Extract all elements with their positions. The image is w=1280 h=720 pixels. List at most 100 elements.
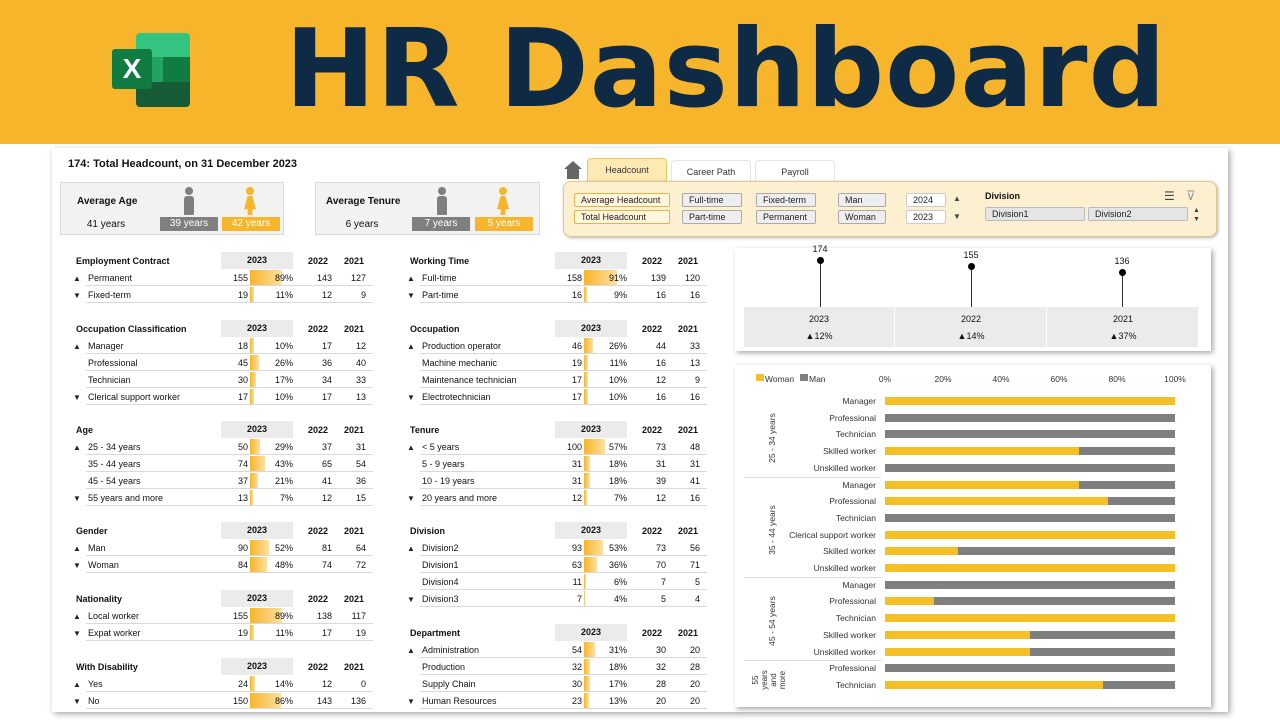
table-row: 5 - 9 years 31 18% 31 31 bbox=[420, 455, 707, 472]
table-title: Nationality bbox=[76, 594, 123, 604]
row-count-2023: 19 bbox=[571, 358, 582, 368]
slicer-division1[interactable]: Division1 bbox=[985, 207, 1085, 221]
row-count-2022: 16 bbox=[655, 358, 666, 368]
bar-man-segment bbox=[1079, 480, 1175, 489]
sort-ascending-icon[interactable]: ▲ bbox=[407, 342, 415, 351]
chevron-down-icon[interactable]: ▼ bbox=[1193, 216, 1200, 223]
sort-descending-icon[interactable]: ▼ bbox=[73, 393, 81, 402]
stacked-bar bbox=[885, 513, 1175, 522]
home-icon[interactable] bbox=[563, 161, 583, 179]
chevron-up-icon[interactable]: ▲ bbox=[953, 194, 961, 203]
sort-descending-icon[interactable]: ▼ bbox=[407, 595, 415, 604]
sort-ascending-icon[interactable]: ▲ bbox=[73, 680, 81, 689]
row-count-2021: 9 bbox=[694, 375, 700, 385]
chevron-down-icon[interactable]: ▼ bbox=[953, 212, 961, 221]
sort-descending-icon[interactable]: ▼ bbox=[407, 494, 415, 503]
sort-descending-icon[interactable]: ▼ bbox=[73, 291, 81, 300]
row-count-2023: 54 bbox=[571, 645, 582, 655]
row-label: 45 - 54 years bbox=[88, 476, 141, 486]
slicer-man[interactable]: Man bbox=[838, 193, 886, 207]
share-bar-track bbox=[250, 472, 292, 488]
column-2022: 2022 bbox=[642, 425, 663, 435]
table-title: Occupation Classification bbox=[76, 324, 187, 334]
sort-descending-icon[interactable]: ▼ bbox=[73, 561, 81, 570]
share-bar bbox=[250, 676, 256, 691]
row-count-2021: 15 bbox=[355, 493, 366, 503]
share-bar bbox=[584, 574, 587, 589]
chevron-up-icon[interactable]: ▲ bbox=[1193, 207, 1200, 214]
man-icon bbox=[434, 187, 450, 215]
slicer-year-2024[interactable]: 2024 bbox=[906, 193, 946, 207]
sort-descending-icon[interactable]: ▼ bbox=[407, 697, 415, 706]
slicer-part-time[interactable]: Part-time bbox=[682, 210, 742, 224]
sort-ascending-icon[interactable]: ▲ bbox=[73, 544, 81, 553]
table-row: Supply Chain 30 17% 28 20 bbox=[420, 675, 707, 692]
man-icon bbox=[181, 187, 197, 215]
column-2023: 2023 bbox=[555, 320, 627, 337]
bar-category-label: Professional bbox=[829, 663, 876, 674]
sort-ascending-icon[interactable]: ▲ bbox=[73, 274, 81, 283]
row-percent: 7% bbox=[279, 493, 293, 503]
row-percent: 26% bbox=[608, 341, 627, 351]
row-count-2022: 37 bbox=[321, 442, 332, 452]
table-row: 45 - 54 years 37 21% 41 36 bbox=[86, 472, 373, 489]
table-row: 10 - 19 years 31 18% 39 41 bbox=[420, 472, 707, 489]
average-tenure-total: 6 years bbox=[345, 219, 379, 230]
sort-descending-icon[interactable]: ▼ bbox=[73, 629, 81, 638]
trend-point bbox=[968, 263, 975, 271]
share-bar bbox=[250, 355, 260, 370]
sort-descending-icon[interactable]: ▼ bbox=[407, 393, 415, 402]
slicer-division2[interactable]: Division2 bbox=[1088, 207, 1188, 221]
slicer-permanent[interactable]: Permanent bbox=[756, 210, 816, 224]
table-employment-contract: Employment Contract 2023 2022 2021 Permanent… bbox=[73, 252, 373, 303]
row-label: 55 years and more bbox=[88, 493, 164, 503]
table-row: Division3 7 4% 5 4 ▼ bbox=[407, 590, 707, 607]
sort-ascending-icon[interactable]: ▲ bbox=[407, 646, 415, 655]
sort-descending-icon[interactable]: ▼ bbox=[73, 697, 81, 706]
row-percent: 18% bbox=[608, 459, 627, 469]
share-bar bbox=[584, 287, 588, 302]
multi-select-icon[interactable]: ☰ bbox=[1164, 189, 1175, 203]
row-count-2022: 16 bbox=[655, 392, 666, 402]
row-count-2022: 12 bbox=[655, 375, 666, 385]
share-bar-track bbox=[584, 489, 626, 505]
share-bar bbox=[584, 676, 591, 691]
column-2021: 2021 bbox=[344, 256, 365, 266]
slicer-total-headcount[interactable]: Total Headcount bbox=[574, 210, 670, 224]
tab-career-path[interactable]: Career Path bbox=[671, 160, 751, 182]
sort-ascending-icon[interactable]: ▲ bbox=[73, 612, 81, 621]
slicer-full-time[interactable]: Full-time bbox=[682, 193, 742, 207]
bar-category-label: Skilled worker bbox=[823, 546, 876, 557]
table-row: No 150 86% 143 136 ▼ bbox=[73, 692, 373, 709]
trend-year-cell: 2022 ▲14% bbox=[896, 307, 1047, 347]
table-row: 25 - 34 years 50 29% 37 31 ▲ bbox=[73, 438, 373, 455]
sort-ascending-icon[interactable]: ▲ bbox=[407, 274, 415, 283]
table-row: Fixed-term 19 11% 12 9 ▼ bbox=[73, 286, 373, 303]
share-bar-track bbox=[584, 269, 626, 285]
sort-ascending-icon[interactable]: ▲ bbox=[407, 544, 415, 553]
row-label: Expat worker bbox=[88, 628, 141, 638]
column-2021: 2021 bbox=[678, 526, 699, 536]
slicer-fixed-term[interactable]: Fixed-term bbox=[756, 193, 816, 207]
tab-headcount[interactable]: Headcount bbox=[587, 158, 667, 182]
slicer-woman[interactable]: Woman bbox=[838, 210, 886, 224]
share-bar bbox=[584, 540, 604, 555]
sort-ascending-icon[interactable]: ▲ bbox=[73, 342, 81, 351]
sort-ascending-icon[interactable]: ▲ bbox=[73, 443, 81, 452]
sort-descending-icon[interactable]: ▼ bbox=[73, 494, 81, 503]
sort-ascending-icon[interactable]: ▲ bbox=[407, 443, 415, 452]
row-count-2022: 17 bbox=[321, 628, 332, 638]
share-bar-track bbox=[250, 337, 292, 353]
slicer-year-2023[interactable]: 2023 bbox=[906, 210, 946, 224]
legend-man: Man bbox=[809, 374, 826, 384]
row-percent: 36% bbox=[608, 560, 627, 570]
row-count-2021: 16 bbox=[689, 290, 700, 300]
row-label: Manager bbox=[88, 341, 124, 351]
slicer-average-headcount[interactable]: Average Headcount bbox=[574, 193, 670, 207]
clear-filter-icon[interactable]: ⊽ bbox=[1186, 188, 1196, 203]
bar-man-segment bbox=[885, 513, 1175, 522]
row-count-2023: 18 bbox=[237, 341, 248, 351]
tab-payroll[interactable]: Payroll bbox=[755, 160, 835, 182]
sort-descending-icon[interactable]: ▼ bbox=[407, 291, 415, 300]
row-count-2021: 127 bbox=[350, 273, 366, 283]
